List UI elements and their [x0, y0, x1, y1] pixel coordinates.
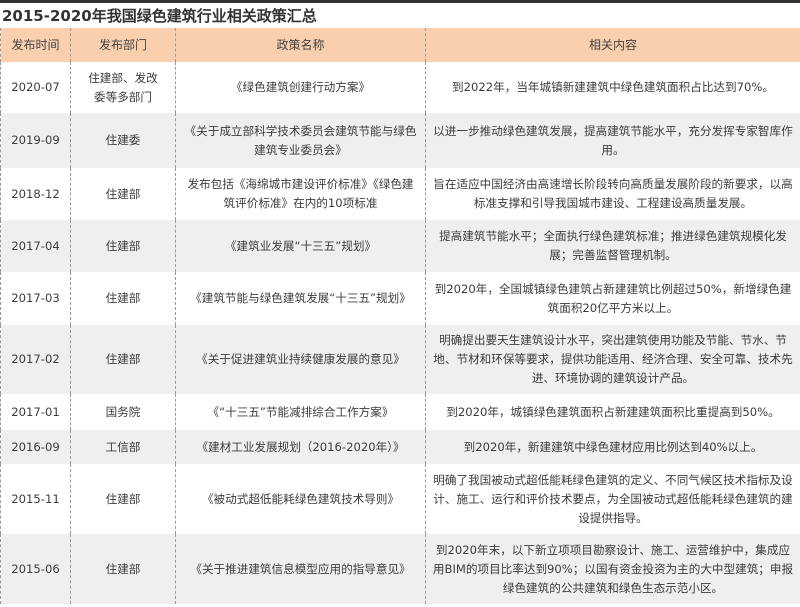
table-header-row: 发布时间 发布部门 政策名称 相关内容 [0, 28, 800, 62]
dept-cell: 住建部 [70, 325, 176, 394]
policy-cell: 《被动式超低能耗绿色建筑技术导则》 [175, 464, 426, 534]
policy-cell: 《关于促进建筑业持续健康发展的意见》 [175, 325, 426, 394]
table-row: 2015-06 住建部 《关于推进建筑信息模型应用的指导意见》 到2020年末，以下新… [0, 534, 800, 604]
column-header-policy: 政策名称 [175, 28, 426, 62]
content-cell: 到2020年，新建建筑中绿色建材应用比例达到40%以上。 [425, 430, 800, 464]
policy-cell: 《“十三五”节能减排综合工作方案》 [175, 394, 426, 430]
date-cell: 2015-06 [0, 534, 71, 604]
column-header-dept: 发布部门 [70, 28, 176, 62]
content-cell: 旨在适应中国经济由高速增长阶段转向高质量发展阶段的新要求，以高标准支撑和引导我国… [425, 168, 800, 220]
date-cell: 2017-01 [0, 394, 71, 430]
policy-cell: 《建材工业发展规划（2016-2020年）》 [175, 430, 426, 464]
content-cell: 以进一步推动绿色建筑发展，提高建筑节能水平，充分发挥专家智库作用。 [425, 113, 800, 168]
dept-cell: 国务院 [70, 394, 176, 430]
content-cell: 明确提出要天生建筑设计水平，突出建筑使用功能及节能、节水、节地、节材和环保等要求… [425, 325, 800, 394]
dept-cell: 住建委 [70, 113, 176, 168]
content-cell: 到2022年，当年城镇新建建筑中绿色建筑面积占比达到70%。 [425, 62, 800, 113]
content-cell: 提高建筑节能水平；全面执行绿色建筑标准；推进绿色建筑规模化发展；完善监督管理机制… [425, 220, 800, 272]
policy-cell: 《关于推进建筑信息模型应用的指导意见》 [175, 534, 426, 604]
content-cell: 到2020年，全国城镇绿色建筑占新建建筑比例超过50%，新增绿色建筑面积20亿平… [425, 272, 800, 325]
dept-cell: 工信部 [70, 430, 176, 464]
table-row: 2016-09 工信部 《建材工业发展规划（2016-2020年）》 到2020年，新… [0, 430, 800, 464]
page-title: 2015-2020年我国绿色建筑行业相关政策汇总 [2, 7, 317, 25]
policy-cell: 发布包括《海绵城市建设评价标准》《绿色建筑评价标准》在内的10项标准 [175, 168, 426, 220]
table-row: 2017-04 住建部 《建筑业发展“十三五”规划》 提高建筑节能水平；全面执行绿色建… [0, 220, 800, 272]
policy-cell: 《建筑节能与绿色建筑发展“十三五”规划》 [175, 272, 426, 325]
content-cell: 明确了我国被动式超低能耗绿色建筑的定义、不同气候区技术指标及设计、施工、运行和评… [425, 464, 800, 534]
table-row: 2017-03 住建部 《建筑节能与绿色建筑发展“十三五”规划》 到2020年，全国城… [0, 272, 800, 325]
content-cell: 到2020年末，以下新立项项目勘察设计、施工、运营维护中，集成应用BIM的项目比… [425, 534, 800, 604]
policy-cell: 《建筑业发展“十三五”规划》 [175, 220, 426, 272]
date-cell: 2018-12 [0, 168, 71, 220]
policy-cell: 《关于成立部科学技术委员会建筑节能与绿色建筑专业委员会》 [175, 113, 426, 168]
date-cell: 2017-04 [0, 220, 71, 272]
date-cell: 2016-09 [0, 430, 71, 464]
column-header-content: 相关内容 [425, 28, 800, 62]
table-row: 2017-01 国务院 《“十三五”节能减排综合工作方案》 到2020年，城镇绿色建筑… [0, 394, 800, 430]
date-cell: 2017-03 [0, 272, 71, 325]
dept-cell: 住建部 [70, 534, 176, 604]
table-row: 2019-09 住建委 《关于成立部科学技术委员会建筑节能与绿色建筑专业委员会》 以进… [0, 113, 800, 168]
table-row: 2017-02 住建部 《关于促进建筑业持续健康发展的意见》 明确提出要天生建筑设计水… [0, 325, 800, 394]
table-row: 2018-12 住建部 发布包括《海绵城市建设评价标准》《绿色建筑评价标准》在内的1… [0, 168, 800, 220]
table-row: 2015-11 住建部 《被动式超低能耗绿色建筑技术导则》 明确了我国被动式超低能耗绿… [0, 464, 800, 534]
dept-cell: 住建部 [70, 464, 176, 534]
policy-cell: 《绿色建筑创建行动方案》 [175, 62, 426, 113]
policy-table: 发布时间 发布部门 政策名称 相关内容 2020-07 住建部、发改委等多部门 《绿… [0, 28, 800, 604]
date-cell: 2015-11 [0, 464, 71, 534]
table-row: 2020-07 住建部、发改委等多部门 《绿色建筑创建行动方案》 到2022年，当年城… [0, 62, 800, 113]
dept-cell: 住建部 [70, 220, 176, 272]
date-cell: 2017-02 [0, 325, 71, 394]
dept-cell: 住建部 [70, 272, 176, 325]
top-rule [0, 0, 800, 3]
dept-cell: 住建部、发改委等多部门 [70, 62, 176, 113]
date-cell: 2020-07 [0, 62, 71, 113]
content-cell: 到2020年，城镇绿色建筑面积占新建建筑面积比重提高到50%。 [425, 394, 800, 430]
date-cell: 2019-09 [0, 113, 71, 168]
dept-cell: 住建部 [70, 168, 176, 220]
column-header-date: 发布时间 [0, 28, 71, 62]
